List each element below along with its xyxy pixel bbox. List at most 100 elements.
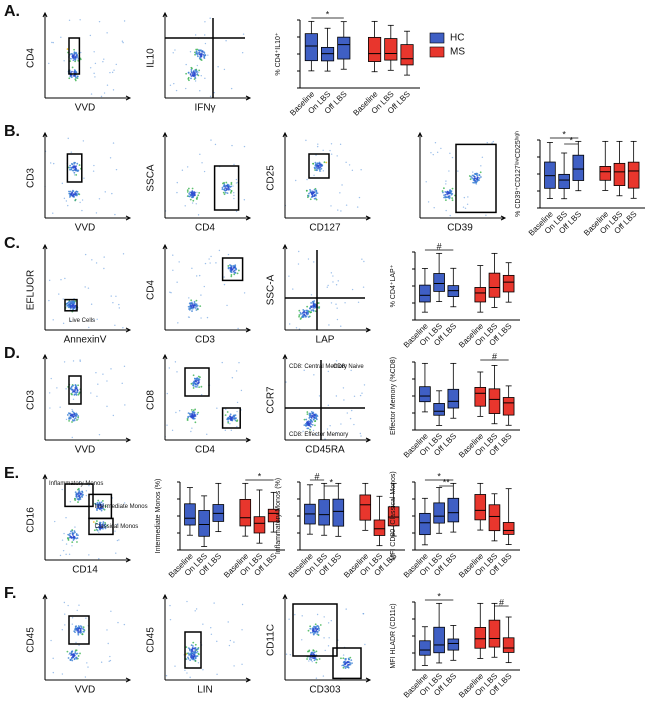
box	[544, 161, 556, 189]
event-dot	[72, 398, 75, 401]
event-dot	[73, 419, 76, 422]
event-dot	[357, 301, 360, 303]
event-dot	[48, 279, 51, 282]
box	[488, 619, 501, 648]
event-dot	[345, 161, 347, 164]
event-dot	[88, 554, 90, 556]
event-dot	[95, 503, 98, 506]
box	[474, 627, 487, 649]
axis-arrow	[162, 593, 168, 600]
event-dot	[473, 175, 476, 178]
event-dot	[201, 162, 203, 164]
event-dot	[112, 414, 115, 417]
event-dot	[318, 306, 321, 308]
event-dot	[98, 531, 100, 533]
event-dot	[469, 178, 472, 181]
event-dot	[316, 167, 318, 170]
event-dot	[224, 414, 227, 417]
event-dot	[476, 172, 479, 175]
event-dot	[309, 653, 312, 656]
event-dot	[288, 275, 290, 277]
event-dot	[114, 530, 116, 532]
event-dot	[72, 166, 75, 169]
event-dot	[318, 627, 320, 630]
event-dot	[102, 373, 104, 375]
event-dot	[362, 613, 364, 615]
event-dot	[233, 665, 235, 667]
event-dot	[189, 51, 192, 53]
box	[433, 626, 445, 654]
event-dot	[74, 526, 76, 528]
event-dot	[463, 196, 466, 199]
event-dot	[194, 643, 197, 646]
event-dot	[61, 488, 63, 491]
event-dot	[210, 633, 213, 635]
event-dot	[341, 664, 343, 667]
event-dot	[79, 58, 82, 61]
axis-arrow	[42, 353, 48, 360]
event-dot	[83, 630, 85, 633]
event-dot	[68, 168, 71, 171]
event-dot	[61, 182, 64, 185]
event-dot	[348, 663, 351, 666]
axis-label: CCR7	[266, 386, 277, 414]
axis-arrow	[162, 243, 168, 250]
event-dot	[96, 509, 98, 512]
event-dot	[430, 152, 432, 154]
event-dot	[171, 429, 174, 432]
event-dot	[349, 662, 352, 665]
event-dot	[342, 654, 345, 656]
event-dot	[106, 380, 108, 382]
event-dot	[345, 204, 348, 206]
event-dot	[233, 197, 235, 200]
event-dot	[241, 629, 243, 631]
event-dot	[166, 424, 168, 426]
event-dot	[197, 382, 199, 385]
event-dot	[193, 74, 196, 77]
event-dot	[194, 51, 196, 54]
event-dot	[345, 608, 347, 610]
event-dot	[311, 660, 313, 663]
event-dot	[106, 405, 108, 408]
event-dot	[231, 417, 234, 419]
event-dot	[298, 250, 300, 253]
event-dot	[233, 266, 236, 269]
event-dot	[234, 419, 237, 422]
event-dot	[68, 553, 71, 556]
event-dot	[198, 386, 201, 389]
event-dot	[95, 372, 97, 374]
event-dot	[67, 204, 69, 207]
event-dot	[103, 92, 106, 94]
event-dot	[230, 271, 233, 274]
event-dot	[196, 196, 199, 199]
event-dot	[306, 178, 308, 181]
event-dot	[313, 174, 315, 177]
event-dot	[197, 380, 200, 382]
event-dot	[203, 285, 205, 288]
event-dot	[191, 202, 194, 204]
event-dot	[77, 393, 80, 396]
event-dot	[294, 613, 296, 616]
event-dot	[224, 429, 227, 432]
event-dot	[199, 55, 202, 58]
event-dot	[313, 625, 315, 628]
axis-label: IFNγ	[194, 103, 215, 114]
axis-arrow	[245, 677, 252, 683]
event-dot	[315, 191, 317, 193]
event-dot	[90, 392, 92, 394]
event-dot	[59, 554, 62, 557]
axis-label: CD45	[146, 627, 157, 653]
gate	[68, 37, 81, 75]
event-dot	[58, 293, 60, 295]
event-dot	[309, 428, 311, 431]
event-dot	[319, 170, 322, 172]
event-dot	[225, 181, 228, 184]
event-dot	[85, 617, 87, 619]
event-dot	[176, 281, 178, 283]
event-dot	[346, 664, 349, 667]
axis-label: VVD	[75, 445, 96, 456]
event-dot	[360, 435, 362, 437]
box	[558, 173, 570, 189]
event-dot	[75, 387, 78, 390]
event-dot	[190, 66, 193, 69]
